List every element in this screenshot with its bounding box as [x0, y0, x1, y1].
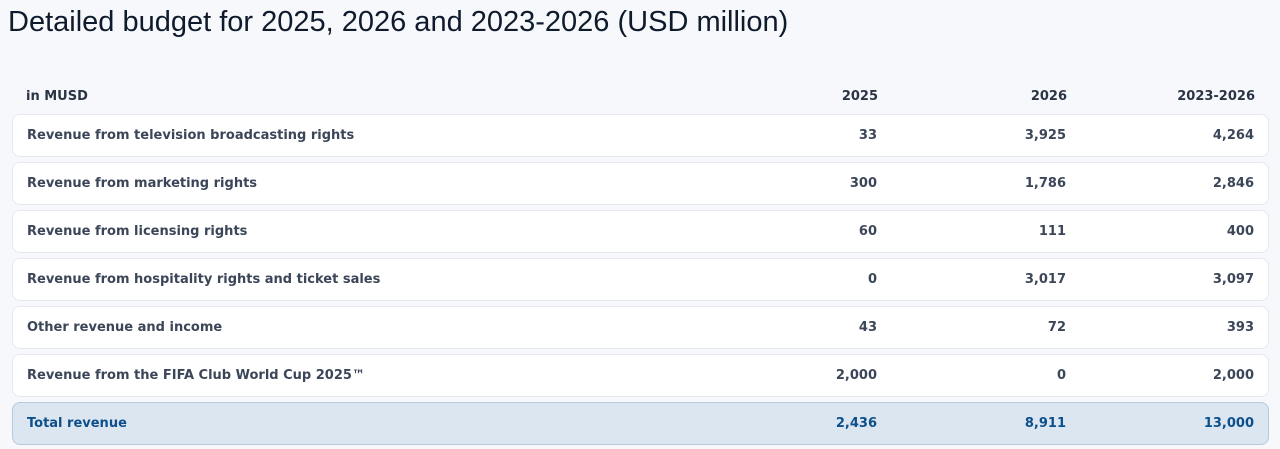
cell-value: 2,000 — [835, 368, 877, 383]
row-label: Revenue from television broadcasting rig… — [27, 128, 355, 143]
cell-value: 300 — [849, 176, 877, 191]
cell-value: 2,436 — [835, 416, 877, 431]
cell-value: 3,925 — [1024, 128, 1066, 143]
column-header: 2026 — [1030, 89, 1067, 104]
cell-value: 0 — [867, 272, 877, 287]
page-title: Detailed budget for 2025, 2026 and 2023-… — [8, 6, 789, 38]
table-row: Revenue from licensing rights 60 111 400 — [12, 210, 1269, 253]
row-label: Other revenue and income — [27, 320, 223, 335]
table-row: Revenue from the FIFA Club World Cup 202… — [12, 354, 1269, 397]
cell-value: 4,264 — [1212, 128, 1254, 143]
cell-value: 43 — [858, 320, 877, 335]
cell-value: 60 — [858, 224, 877, 239]
table-row: Revenue from marketing rights 300 1,786 2,8… — [12, 162, 1269, 205]
row-label: Revenue from the FIFA Club World Cup 202… — [27, 368, 365, 383]
table-row: Other revenue and income 43 72 393 — [12, 306, 1269, 349]
row-label: Total revenue — [27, 416, 127, 431]
column-header: in MUSD — [26, 89, 88, 104]
column-header: 2023-2026 — [1177, 89, 1255, 104]
cell-value: 1,786 — [1024, 176, 1066, 191]
table-row: Revenue from television broadcasting rig… — [12, 114, 1269, 157]
cell-value: 0 — [1056, 368, 1066, 383]
row-label: Revenue from licensing rights — [27, 224, 248, 239]
column-header: 2025 — [841, 89, 878, 104]
cell-value: 3,097 — [1212, 272, 1254, 287]
cell-value: 2,000 — [1212, 368, 1254, 383]
table-row: Revenue from hospitality rights and tick… — [12, 258, 1269, 301]
cell-value: 3,017 — [1024, 272, 1066, 287]
cell-value: 8,911 — [1024, 416, 1066, 431]
cell-value: 111 — [1038, 224, 1066, 239]
total-row: Total revenue 2,436 8,911 13,000 — [12, 402, 1269, 445]
cell-value: 400 — [1226, 224, 1254, 239]
cell-value: 393 — [1226, 320, 1254, 335]
row-label: Revenue from hospitality rights and tick… — [27, 272, 381, 287]
row-label: Revenue from marketing rights — [27, 176, 258, 191]
cell-value: 33 — [858, 128, 877, 143]
cell-value: 2,846 — [1212, 176, 1254, 191]
cell-value: 13,000 — [1203, 416, 1254, 431]
header-row: in MUSD 2025 2026 2023-2026 — [12, 75, 1269, 118]
cell-value: 72 — [1047, 320, 1066, 335]
